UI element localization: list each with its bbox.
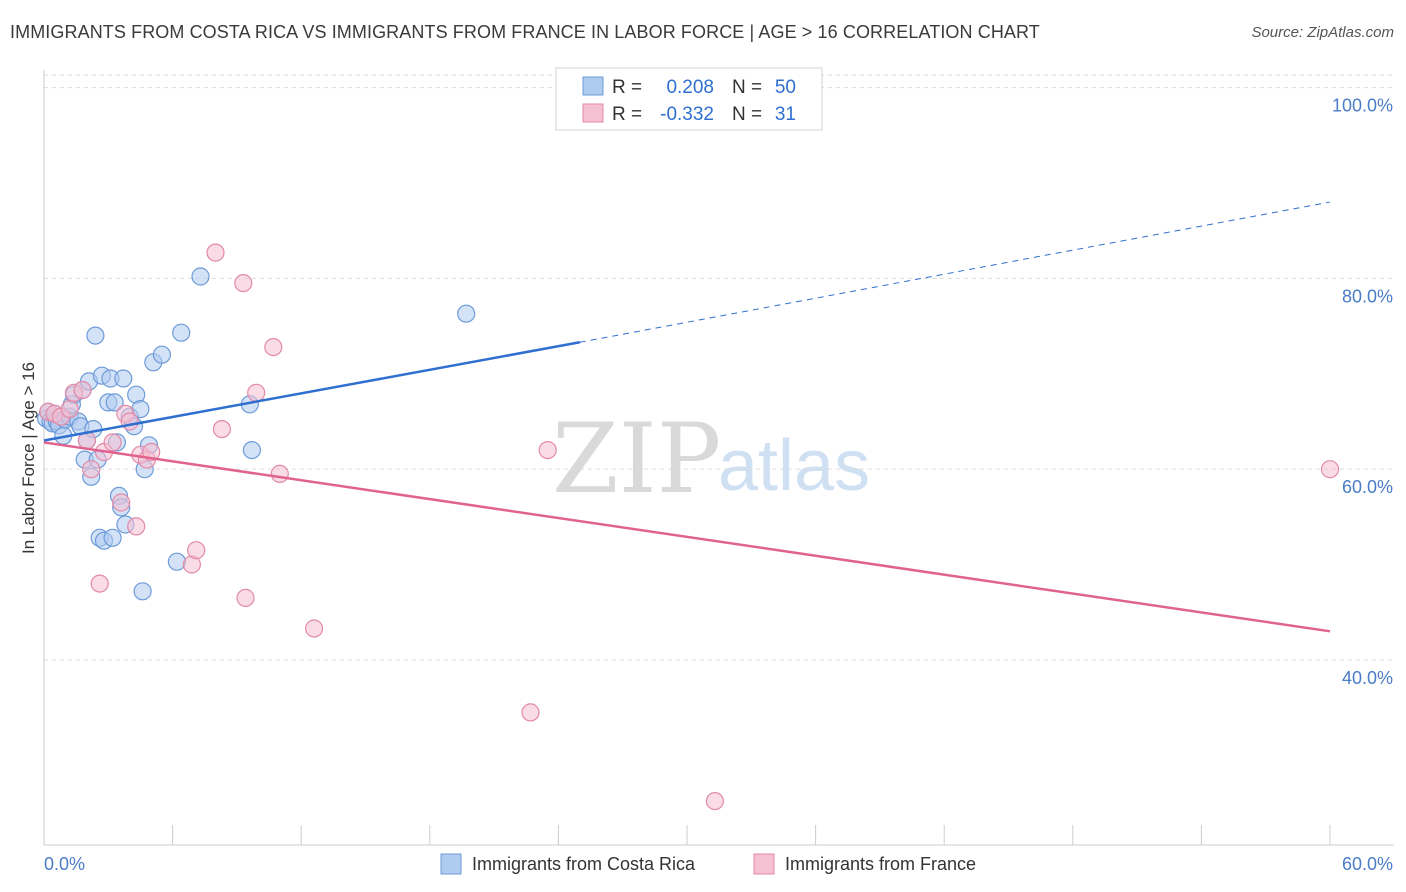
data-point-pink-19 (187, 541, 206, 560)
data-point-pink-17 (142, 442, 161, 462)
y-tick-label-100: 100.0% (1332, 96, 1393, 116)
data-point-pink-28 (521, 703, 540, 722)
x-tick-label-min: 0.0% (44, 854, 85, 874)
legend-r-label-pink: R = (612, 104, 642, 125)
legend-n-value-blue: 50 (775, 77, 796, 98)
data-point-blue-49 (457, 304, 476, 323)
data-point-pink-22 (234, 274, 253, 293)
data-point-blue-28 (103, 528, 122, 547)
trend-line-france (43, 441, 1331, 633)
data-point-pink-30 (705, 791, 725, 811)
data-point-blue-33 (114, 369, 133, 388)
data-point-blue-43 (152, 345, 171, 364)
data-point-blue-39 (133, 582, 152, 601)
watermark-atlas: atlas (718, 426, 870, 506)
legend-r-value-pink: -0.332 (660, 104, 714, 125)
data-point-pink-5 (73, 380, 92, 400)
data-point-pink-14 (127, 517, 146, 536)
y-tick-label-80: 80.0% (1342, 286, 1393, 306)
data-point-blue-48 (242, 441, 261, 460)
legend-r-value-blue: 0.208 (666, 77, 714, 98)
y-tick-label-40: 40.0% (1342, 668, 1393, 688)
bottom-legend-label-france: Immigrants from France (785, 854, 976, 874)
data-point-pink-21 (212, 420, 231, 439)
bottom-legend-swatch-pink (753, 853, 775, 875)
trend-line-costa-rica (43, 341, 581, 442)
bottom-legend-label-costa-rica: Immigrants from Costa Rica (472, 854, 696, 874)
legend-n-label-pink: N = (732, 104, 762, 125)
legend-r-label-blue: R = (612, 77, 642, 98)
x-tick-label-max: 60.0% (1342, 854, 1393, 874)
data-point-blue-45 (172, 323, 191, 342)
data-point-pink-7 (82, 460, 101, 479)
data-point-pink-23 (236, 588, 255, 608)
data-point-blue-46 (191, 267, 210, 286)
trend-lines (43, 201, 1331, 633)
watermark-zip: ZIP (552, 403, 721, 515)
chart-title: IMMIGRANTS FROM COSTA RICA VS IMMIGRANTS… (10, 22, 1040, 42)
data-point-pink-3 (60, 400, 79, 419)
trend-line-costa-rica-extension (579, 201, 1331, 343)
y-tick-labels: 40.0% 60.0% 80.0% 100.0% (1332, 96, 1393, 688)
data-point-pink-25 (264, 338, 283, 357)
series-costa-rica (36, 267, 476, 601)
data-point-pink-11 (112, 493, 131, 512)
data-point-pink-24 (247, 383, 266, 402)
data-point-pink-29 (538, 441, 557, 460)
legend-swatch-pink (582, 103, 604, 123)
data-point-pink-20 (206, 243, 225, 262)
data-point-pink-10 (103, 433, 122, 452)
gridlines (44, 74, 1394, 661)
y-tick-label-60: 60.0% (1342, 477, 1393, 497)
data-point-blue-44 (167, 552, 186, 571)
data-point-pink-26 (270, 464, 289, 483)
series-legend: Immigrants from Costa Rica Immigrants fr… (440, 853, 976, 875)
legend-n-label-blue: N = (732, 77, 762, 98)
stats-legend: R = 0.208 N = 50 R = -0.332 N = 31 (555, 67, 823, 131)
bottom-legend-swatch-blue (440, 853, 462, 875)
series-france (39, 243, 1340, 811)
data-point-blue-29 (105, 393, 124, 412)
data-point-pink-31 (1320, 460, 1340, 479)
data-point-pink-13 (120, 412, 139, 431)
y-axis-title: In Labor Force | Age > 16 (19, 362, 38, 554)
data-point-blue-21 (86, 326, 105, 345)
legend-swatch-blue (582, 76, 604, 96)
data-point-pink-8 (90, 574, 109, 593)
source-credit: Source: ZipAtlas.com (1251, 24, 1394, 41)
x-axis-ticks (43, 825, 1331, 845)
watermark: ZIP atlas (552, 403, 870, 515)
legend-n-value-pink: 31 (775, 104, 796, 125)
data-point-pink-27 (305, 619, 324, 638)
